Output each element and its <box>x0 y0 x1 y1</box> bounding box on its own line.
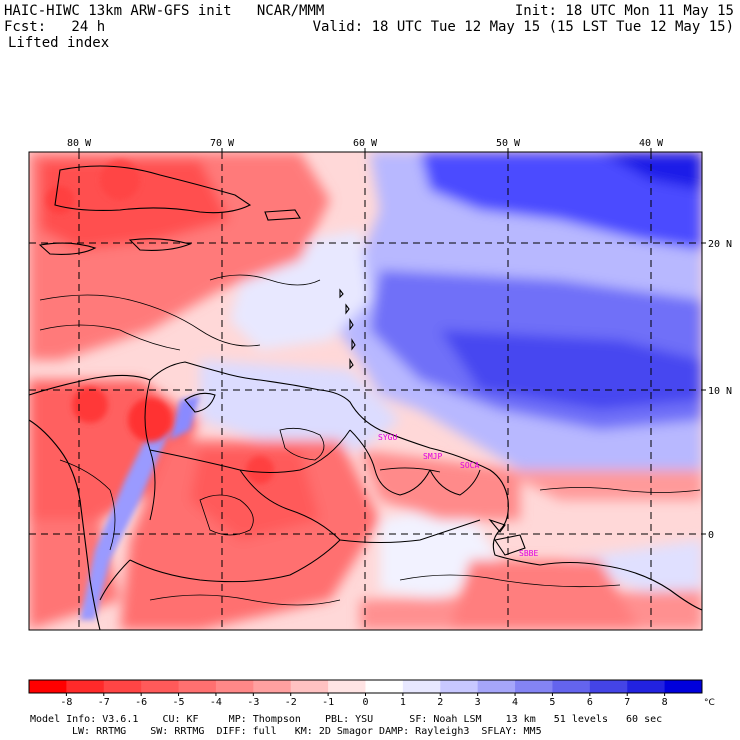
colorbar-tick-label: 4 <box>512 697 518 708</box>
colorbar-tick-label: 2 <box>437 697 443 708</box>
model-info-line1: Model Info: V3.6.1 CU: KF MP: Thompson P… <box>30 714 663 725</box>
station-label: SOCA <box>460 461 479 470</box>
colorbar-tick-label: 0 <box>362 697 368 708</box>
field-name: Lifted index <box>8 35 110 51</box>
lat-label: 0 <box>708 530 714 541</box>
colorbar-tick-label: -6 <box>135 697 147 708</box>
colorbar-swatch <box>589 680 628 693</box>
station-label: SMJP <box>423 452 442 461</box>
colorbar-unit: °C <box>704 698 715 708</box>
lat-label: 20 N <box>708 239 732 250</box>
colorbar-tick-label: 5 <box>549 697 555 708</box>
model-info-line2: LW: RRTMG SW: RRTMG DIFF: full KM: 2D Sm… <box>72 726 542 737</box>
colorbar-tick-label: -3 <box>247 697 259 708</box>
station-label: SYGU <box>378 433 397 442</box>
colorbar-swatch <box>178 680 217 693</box>
colorbar-swatch <box>552 680 591 693</box>
colorbar-swatch <box>253 680 292 693</box>
colorbar-swatch <box>290 680 329 693</box>
colorbar-swatch <box>215 680 254 693</box>
colorbar-tick-label: 8 <box>662 697 668 708</box>
valid-time: Valid: 18 UTC Tue 12 May 15 (15 LST Tue … <box>312 19 734 35</box>
contour-lines <box>39 274 701 606</box>
colorbar-swatch <box>66 680 105 693</box>
colorbar-tick-label: -1 <box>322 697 334 708</box>
lat-label: 10 N <box>708 386 732 397</box>
lon-label: 80 W <box>67 138 92 149</box>
lat-lon-grid <box>29 152 702 630</box>
colorbar-swatch <box>627 680 666 693</box>
colorbar-swatch <box>515 680 553 693</box>
colorbar-tick-label: -7 <box>98 697 110 708</box>
colorbar-swatch <box>402 680 441 693</box>
colorbar-tick-label: -5 <box>173 697 185 708</box>
colorbar-swatch <box>440 680 479 693</box>
colorbar-tick-label: -8 <box>60 697 72 708</box>
colorbar-tick-label: 3 <box>475 697 481 708</box>
colorbar-swatch <box>29 680 67 693</box>
lon-label: 60 W <box>353 138 378 149</box>
colorbar-swatch <box>141 680 180 693</box>
lon-label: 50 W <box>496 138 521 149</box>
colorbar-tick-label: 1 <box>400 697 406 708</box>
colorbar-swatch <box>103 680 142 693</box>
field-shading <box>29 152 702 630</box>
colorbar-swatch <box>477 680 516 693</box>
forecast-hour: Fcst: 24 h <box>4 19 106 35</box>
init-time: Init: 18 UTC Mon 11 May 15 <box>514 3 734 19</box>
colorbar-swatch <box>328 680 366 693</box>
title-left: HAIC-HIWC 13km ARW-GFS init NCAR/MMM <box>4 3 325 19</box>
colorbar-tick-label: -4 <box>210 697 222 708</box>
colorbar: -8 -7 -6 -5 -4 -3 -2 -1 0 1 2 3 4 5 6 7 8 °C <box>28 679 715 708</box>
coastlines <box>28 165 703 631</box>
lon-label: 40 W <box>639 138 664 149</box>
colorbar-tick-label: 6 <box>587 697 593 708</box>
colorbar-swatch <box>365 680 404 693</box>
lon-label: 70 W <box>210 138 235 149</box>
colorbar-swatch <box>664 680 703 693</box>
country-borders <box>99 379 481 601</box>
colorbar-tick-label: 7 <box>624 697 630 708</box>
station-label: SBBE <box>519 549 538 558</box>
colorbar-tick-label: -2 <box>285 697 297 708</box>
